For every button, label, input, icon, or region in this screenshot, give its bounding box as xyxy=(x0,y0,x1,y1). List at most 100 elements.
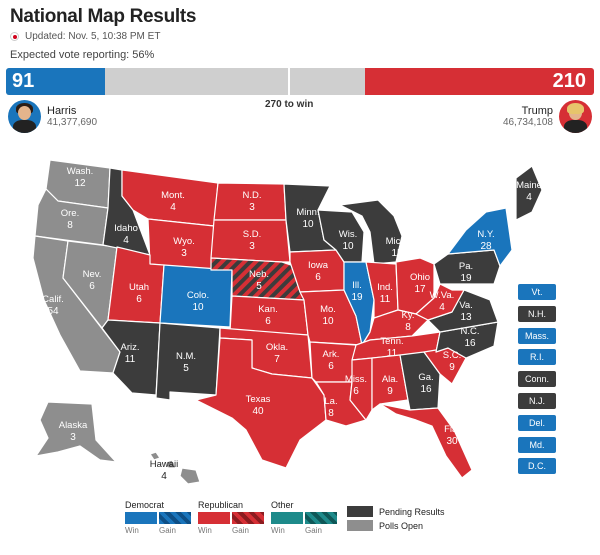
state-ev-in: 11 xyxy=(380,294,391,305)
state-ev-me: 4 xyxy=(526,192,532,203)
state-ev-tx: 40 xyxy=(252,406,264,417)
updated-status: Updated: Nov. 5, 10:38 PM ET xyxy=(10,31,160,42)
small-state-dc[interactable]: D.C. xyxy=(518,458,556,475)
state-label-la: La. xyxy=(324,396,337,407)
state-label-nc: N.C. xyxy=(461,326,480,337)
rep-ev-count: 210 xyxy=(552,70,586,92)
state-label-ms: Miss. xyxy=(345,374,367,385)
state-ev-ok: 7 xyxy=(274,354,280,365)
state-sd[interactable] xyxy=(210,219,291,263)
legend-democrat: Democrat Win Gain xyxy=(125,500,191,535)
state-label-nd: N.D. xyxy=(243,190,262,201)
state-label-me: Maine xyxy=(516,180,542,191)
win-threshold-marker xyxy=(288,68,290,95)
legend-rep-win-swatch xyxy=(198,512,230,524)
legend-pending-swatch xyxy=(347,506,373,517)
state-hi[interactable] xyxy=(149,451,201,485)
small-state-ri[interactable]: R.I. xyxy=(518,349,556,366)
state-label-ia: Iowa xyxy=(308,260,329,271)
state-label-oh: Ohio xyxy=(410,272,430,283)
state-label-tn: Tenn. xyxy=(380,336,403,347)
state-label-ak: Alaska xyxy=(59,420,88,431)
state-label-wv: W.Va. xyxy=(430,290,455,301)
small-state-mass[interactable]: Mass. xyxy=(518,327,556,344)
state-ev-la: 8 xyxy=(328,408,334,419)
legend-other-gain-swatch xyxy=(305,512,337,524)
state-ev-wy: 3 xyxy=(181,248,187,259)
trump-votes: 46,734,108 xyxy=(502,117,553,128)
state-label-az: Ariz. xyxy=(121,342,140,353)
state-ny[interactable] xyxy=(447,207,513,267)
legend: Democrat Win Gain Republican Win Gain Othe… xyxy=(125,500,595,555)
small-state-nj[interactable]: N.J. xyxy=(518,392,556,409)
state-al[interactable] xyxy=(371,354,409,411)
legend-status: Pending Results Polls Open xyxy=(347,506,445,534)
state-ev-ar: 6 xyxy=(328,361,334,372)
state-label-ky: Ky. xyxy=(401,310,414,321)
state-ev-il: 19 xyxy=(351,292,363,303)
state-ev-mi: 15 xyxy=(391,248,403,259)
state-label-sc: S.C. xyxy=(443,350,461,361)
trump-avatar xyxy=(559,100,592,133)
state-ev-ia: 6 xyxy=(315,272,321,283)
state-me[interactable] xyxy=(515,165,543,221)
state-ev-ky: 8 xyxy=(405,322,411,333)
state-ev-ne: 5 xyxy=(256,281,262,292)
state-ev-az: 11 xyxy=(125,354,136,365)
small-state-del[interactable]: Del. xyxy=(518,414,556,431)
small-state-vt[interactable]: Vt. xyxy=(518,284,556,300)
state-ev-nd: 3 xyxy=(249,202,255,213)
harris-avatar xyxy=(8,100,41,133)
state-label-va: Va. xyxy=(459,300,473,311)
state-ev-ak: 3 xyxy=(70,432,76,443)
state-label-pa: Pa. xyxy=(459,261,473,272)
live-dot-icon xyxy=(10,32,19,41)
small-state-nh[interactable]: N.H. xyxy=(518,305,556,322)
state-label-ca: Calif. xyxy=(42,294,64,305)
state-ev-mn: 10 xyxy=(302,219,314,230)
dem-ev-count: 91 xyxy=(12,70,35,92)
state-label-mt: Mont. xyxy=(161,190,185,201)
state-fl[interactable] xyxy=(379,403,473,479)
state-label-mo: Mo. xyxy=(320,304,336,315)
state-label-mi: Mich. xyxy=(386,236,409,247)
legend-dem-gain-swatch xyxy=(159,512,191,524)
state-label-wy: Wyo. xyxy=(173,236,195,247)
harris-votes: 41,377,690 xyxy=(47,117,98,128)
state-ev-ny: 28 xyxy=(480,241,492,252)
state-label-wa: Wash. xyxy=(67,166,94,177)
state-ev-id: 4 xyxy=(123,235,129,246)
vote-reporting: Expected vote reporting: 56% xyxy=(10,49,155,61)
legend-other-win-swatch xyxy=(271,512,303,524)
updated-text: Updated: Nov. 5, 10:38 PM ET xyxy=(25,31,161,42)
state-ev-sc: 9 xyxy=(449,362,455,373)
state-ev-nc: 16 xyxy=(464,338,476,349)
state-ev-mt: 4 xyxy=(170,202,176,213)
state-ev-mo: 10 xyxy=(322,316,334,327)
state-ia[interactable] xyxy=(289,249,345,293)
state-ev-nm: 5 xyxy=(183,363,189,374)
state-label-co: Colo. xyxy=(187,290,209,301)
legend-republican: Republican Win Gain xyxy=(198,500,264,535)
state-label-or: Ore. xyxy=(61,208,79,219)
small-state-md[interactable]: Md. xyxy=(518,436,556,453)
state-label-ne: Neb. xyxy=(249,269,269,280)
small-state-conn[interactable]: Conn. xyxy=(518,371,556,388)
state-label-al: Ala. xyxy=(382,374,398,385)
state-ak[interactable] xyxy=(35,401,117,463)
state-ev-ks: 6 xyxy=(265,316,271,327)
state-wv[interactable] xyxy=(415,283,465,321)
legend-open-swatch xyxy=(347,520,373,531)
state-label-sd: S.D. xyxy=(243,229,261,240)
state-label-ar: Ark. xyxy=(323,349,340,360)
state-ev-pa: 19 xyxy=(460,273,472,284)
page-title: National Map Results xyxy=(10,6,197,27)
trump-name: Trump xyxy=(521,105,553,117)
legend-dem-win-swatch xyxy=(125,512,157,524)
state-label-wi: Wis. xyxy=(339,229,357,240)
state-ev-ut: 6 xyxy=(136,294,142,305)
rep-bar-fill xyxy=(364,68,594,95)
state-tx[interactable] xyxy=(195,337,327,469)
state-ev-fl: 30 xyxy=(446,436,458,447)
legend-other: Other Win Gain xyxy=(271,500,337,535)
